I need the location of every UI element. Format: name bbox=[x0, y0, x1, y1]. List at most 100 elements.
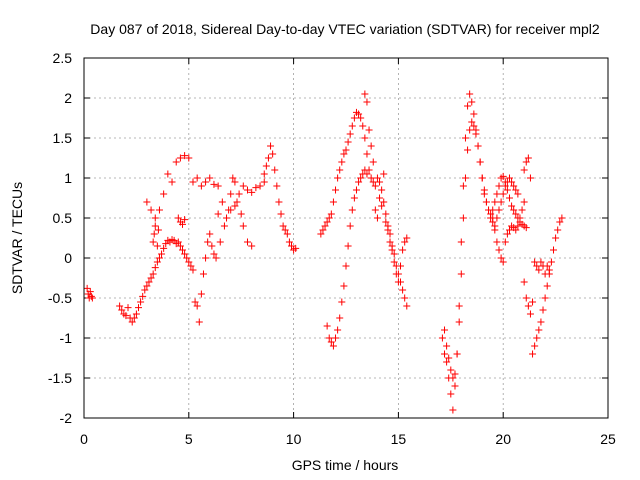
data-point bbox=[547, 258, 555, 266]
data-point bbox=[206, 174, 214, 182]
data-point bbox=[185, 154, 193, 162]
data-point bbox=[260, 170, 268, 178]
series-seg7 bbox=[260, 142, 300, 254]
series-seg2 bbox=[116, 236, 197, 326]
data-point bbox=[474, 142, 482, 150]
data-point bbox=[87, 292, 95, 300]
data-point bbox=[505, 226, 513, 234]
data-point bbox=[510, 182, 518, 190]
data-point bbox=[401, 238, 409, 246]
data-point bbox=[516, 214, 524, 222]
data-point bbox=[392, 270, 400, 278]
data-point bbox=[346, 130, 354, 138]
data-point bbox=[497, 198, 505, 206]
data-point bbox=[223, 214, 231, 222]
data-point bbox=[151, 214, 159, 222]
data-point bbox=[208, 242, 216, 250]
data-point bbox=[466, 126, 474, 134]
data-point bbox=[512, 226, 520, 234]
data-point bbox=[478, 174, 486, 182]
data-point bbox=[137, 298, 145, 306]
data-point bbox=[285, 238, 293, 246]
data-point bbox=[248, 242, 256, 250]
data-point bbox=[319, 226, 327, 234]
data-point bbox=[363, 150, 371, 158]
data-point bbox=[447, 390, 455, 398]
data-point bbox=[181, 152, 189, 160]
data-point bbox=[273, 182, 281, 190]
data-point bbox=[150, 230, 158, 238]
data-point bbox=[459, 182, 467, 190]
data-point bbox=[522, 158, 530, 166]
data-point bbox=[438, 334, 446, 342]
data-point bbox=[556, 218, 564, 226]
data-point bbox=[342, 262, 350, 270]
data-point bbox=[202, 178, 210, 186]
data-point bbox=[264, 154, 272, 162]
data-point bbox=[543, 282, 551, 290]
series-seg13 bbox=[489, 198, 528, 266]
data-point bbox=[267, 142, 275, 150]
data-point bbox=[357, 114, 365, 122]
data-point bbox=[367, 174, 375, 182]
data-point bbox=[281, 226, 289, 234]
data-point bbox=[275, 198, 283, 206]
x-tick-label: 20 bbox=[495, 431, 511, 447]
data-point bbox=[520, 198, 528, 206]
series-seg10 bbox=[361, 90, 411, 286]
data-point bbox=[468, 118, 476, 126]
series-seg11 bbox=[438, 90, 522, 414]
x-tick-label: 10 bbox=[286, 431, 302, 447]
data-point bbox=[172, 158, 180, 166]
data-point bbox=[461, 174, 469, 182]
data-point bbox=[202, 254, 210, 262]
y-tick-label: 1.5 bbox=[53, 130, 73, 146]
data-point bbox=[336, 314, 344, 322]
y-tick-label: 2.5 bbox=[53, 50, 73, 66]
data-point bbox=[457, 238, 465, 246]
data-point bbox=[441, 326, 449, 334]
data-point bbox=[524, 302, 532, 310]
data-point bbox=[403, 302, 411, 310]
data-point bbox=[327, 338, 335, 346]
series-seg8 bbox=[317, 108, 411, 310]
data-point bbox=[386, 238, 394, 246]
x-tick-label: 5 bbox=[185, 431, 193, 447]
series-seg1 bbox=[83, 284, 96, 302]
data-point bbox=[227, 206, 235, 214]
data-point bbox=[552, 234, 560, 242]
data-point bbox=[191, 298, 199, 306]
data-point bbox=[451, 370, 459, 378]
data-point bbox=[491, 198, 499, 206]
data-point bbox=[501, 238, 509, 246]
data-point bbox=[325, 334, 333, 342]
data-point bbox=[461, 134, 469, 142]
data-point bbox=[160, 190, 168, 198]
data-point bbox=[149, 238, 157, 246]
data-point bbox=[394, 278, 402, 286]
data-point bbox=[340, 282, 348, 290]
series-seg14 bbox=[520, 154, 534, 182]
data-point bbox=[147, 206, 155, 214]
data-point bbox=[151, 264, 159, 272]
data-point bbox=[464, 146, 472, 154]
data-point bbox=[147, 274, 155, 282]
data-point bbox=[495, 182, 503, 190]
data-point bbox=[520, 278, 528, 286]
data-point bbox=[384, 226, 392, 234]
data-point bbox=[260, 178, 268, 186]
data-point bbox=[367, 142, 375, 150]
data-point bbox=[350, 114, 358, 122]
data-point bbox=[522, 224, 530, 232]
data-point bbox=[256, 182, 264, 190]
data-point bbox=[350, 194, 358, 202]
data-point bbox=[399, 246, 407, 254]
data-point bbox=[363, 98, 371, 106]
data-point bbox=[187, 262, 195, 270]
data-point bbox=[499, 258, 507, 266]
data-point bbox=[508, 178, 516, 186]
data-point bbox=[195, 318, 203, 326]
data-point bbox=[128, 318, 136, 326]
data-point bbox=[361, 90, 369, 98]
data-point bbox=[153, 242, 161, 250]
